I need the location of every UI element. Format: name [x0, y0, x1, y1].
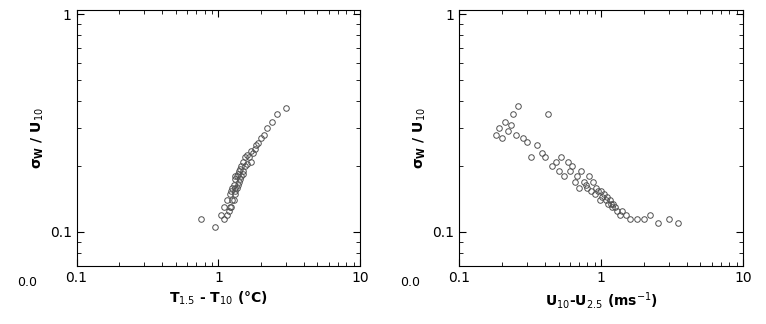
X-axis label: U$_{10}$-U$_{2.5}$ (ms$^{-1}$): U$_{10}$-U$_{2.5}$ (ms$^{-1}$) — [545, 290, 658, 311]
Y-axis label: $\mathbf{\sigma_W}$ / U$_{10}$: $\mathbf{\sigma_W}$ / U$_{10}$ — [412, 107, 428, 168]
Text: 0.0: 0.0 — [17, 276, 37, 289]
X-axis label: T$_{1.5}$ - T$_{10}$ (°C): T$_{1.5}$ - T$_{10}$ (°C) — [169, 290, 267, 307]
Y-axis label: $\mathbf{\sigma_W}$ / U$_{10}$: $\mathbf{\sigma_W}$ / U$_{10}$ — [29, 107, 45, 168]
Text: 0.0: 0.0 — [400, 276, 420, 289]
